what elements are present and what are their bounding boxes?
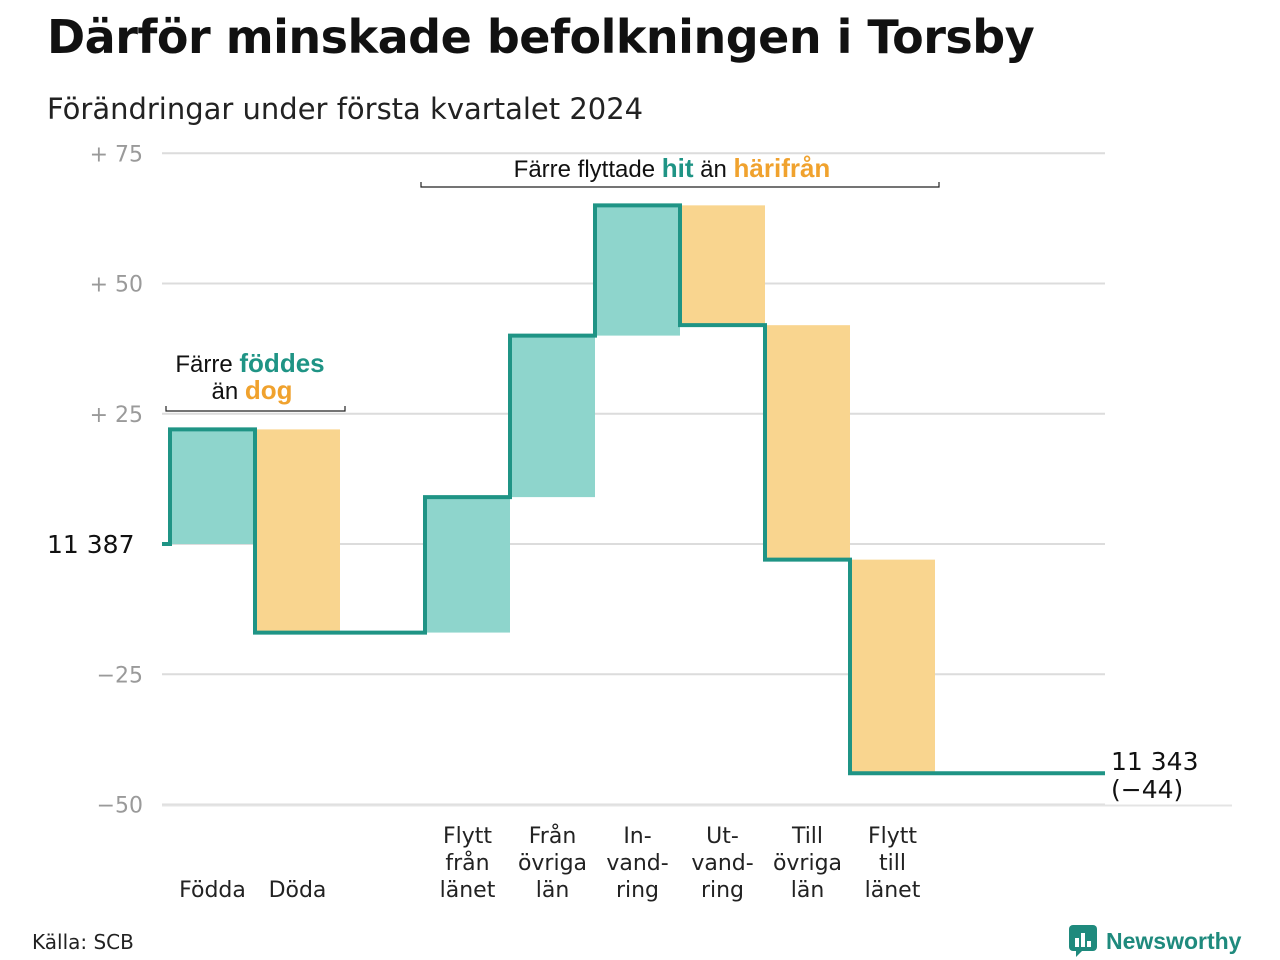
waterfall-bar: [425, 497, 510, 633]
category-label: Döda: [269, 878, 327, 903]
category-label: ring: [701, 878, 744, 903]
annotation-moves-bracket: [420, 182, 940, 188]
end-change-label: (−44): [1111, 775, 1183, 804]
waterfall-bar: [510, 335, 595, 498]
category-label: Från: [529, 823, 577, 849]
category-label: Flytt: [443, 824, 492, 849]
category-label: Flytt: [868, 824, 917, 849]
annotation-births-line1: Färre föddes: [175, 348, 324, 378]
category-label: vand-: [606, 851, 668, 876]
newsworthy-logo: Newsworthy: [1068, 924, 1241, 958]
population-step-line: [162, 203, 1105, 776]
y-tick-label: + 50: [90, 273, 143, 298]
logo-text: Newsworthy: [1106, 927, 1242, 954]
newsworthy-logo-icon: [1069, 925, 1097, 957]
category-label: Födda: [179, 878, 246, 903]
waterfall-bar: [595, 205, 680, 336]
category-label: län: [536, 878, 570, 903]
category-label: ring: [616, 878, 659, 903]
category-label: övriga: [773, 851, 842, 876]
y-tick-label: + 25: [90, 403, 143, 428]
y-tick-label: + 75: [90, 142, 143, 167]
category-label: länet: [440, 878, 496, 903]
category-label: övriga: [518, 851, 587, 876]
start-value-label: 11 387: [47, 530, 134, 559]
annotation-moves: Färre flyttade hit än härifrån: [514, 153, 831, 183]
category-label: Ut-: [706, 824, 739, 849]
waterfall-bar: [170, 429, 255, 544]
end-value-label: 11 343: [1111, 747, 1198, 776]
category-label: län: [791, 878, 825, 903]
y-tick-label: −25: [97, 663, 143, 688]
waterfall-bar: [255, 429, 340, 633]
category-label: Till: [791, 824, 823, 849]
category-label: till: [879, 851, 906, 876]
waterfall-bar: [850, 559, 935, 774]
chart-subtitle: Förändringar under första kvartalet 2024: [47, 92, 644, 126]
category-label: länet: [865, 878, 921, 903]
y-tick-label: −50: [97, 794, 143, 819]
waterfall-bar: [765, 325, 850, 560]
source-note: Källa: SCB: [32, 930, 134, 954]
annotation-births-bracket: [165, 406, 346, 412]
annotation-births-line2: än dog: [211, 375, 292, 405]
chart-title: Därför minskade befolkningen i Torsby: [47, 10, 1035, 64]
category-label: In-: [623, 824, 651, 849]
waterfall-bar: [680, 205, 765, 326]
category-label: vand-: [691, 851, 753, 876]
category-label: från: [445, 850, 489, 876]
